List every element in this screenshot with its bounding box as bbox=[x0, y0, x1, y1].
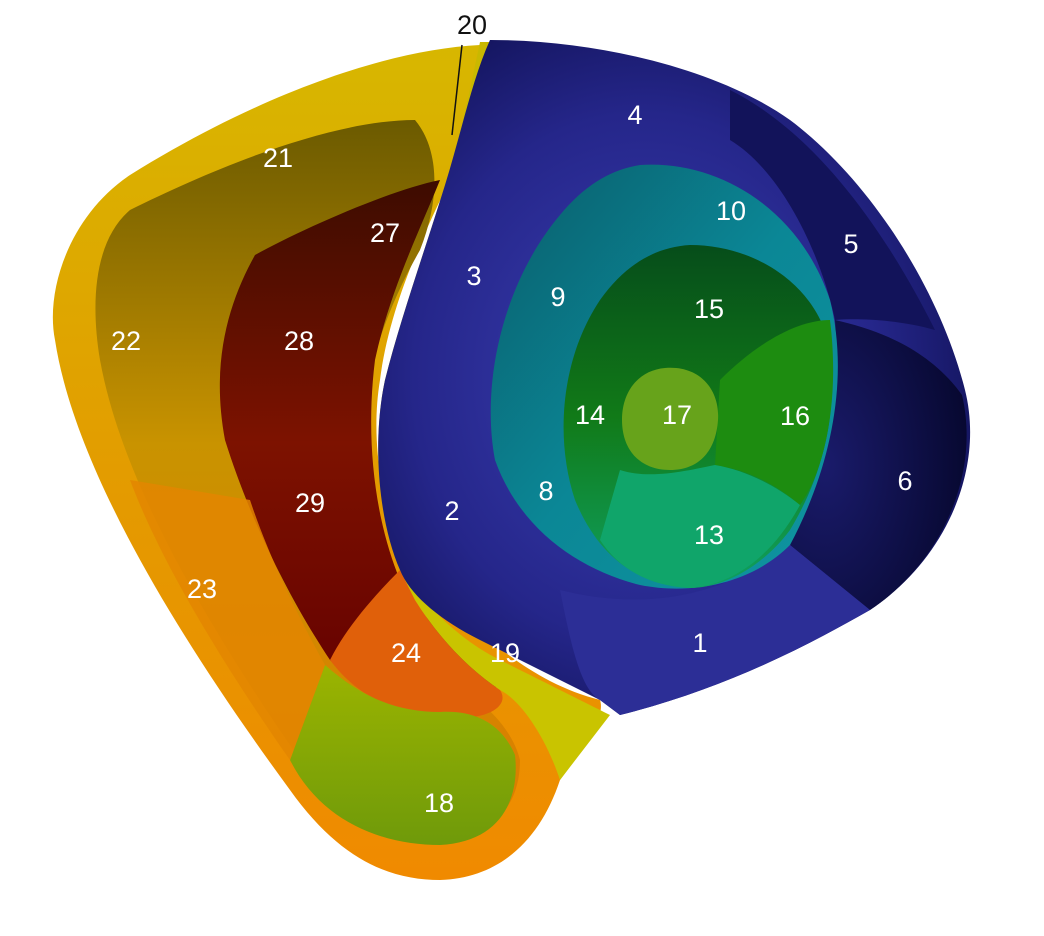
segment-label-15: 15 bbox=[694, 294, 724, 324]
segment-label-5: 5 bbox=[843, 229, 858, 259]
segment-label-20: 20 bbox=[457, 10, 487, 40]
region-1-shade bbox=[560, 545, 870, 715]
region-13-patch bbox=[600, 465, 800, 588]
segment-label-14: 14 bbox=[575, 400, 605, 430]
segment-labels: 1 2 3 4 5 6 8 9 10 13 14 15 16 17 18 19 … bbox=[111, 10, 913, 818]
segment-label-16: 16 bbox=[780, 401, 810, 431]
segment-label-29: 29 bbox=[295, 488, 325, 518]
region-19-band bbox=[400, 570, 610, 780]
region-23-patch bbox=[130, 480, 325, 760]
segment-label-13: 13 bbox=[694, 520, 724, 550]
segment-label-9: 9 bbox=[550, 282, 565, 312]
label-20-leader bbox=[451, 44, 463, 136]
segment-label-17: 17 bbox=[662, 400, 692, 430]
segment-label-4: 4 bbox=[627, 100, 642, 130]
right-chamber bbox=[378, 40, 971, 715]
segment-label-27: 27 bbox=[370, 218, 400, 248]
segment-label-6: 6 bbox=[897, 466, 912, 496]
segment-label-24: 24 bbox=[391, 638, 421, 668]
segment-label-28: 28 bbox=[284, 326, 314, 356]
segment-label-10: 10 bbox=[716, 196, 746, 226]
segment-label-19: 19 bbox=[490, 638, 520, 668]
left-chamber-dark-core bbox=[219, 180, 501, 705]
segment-label-2: 2 bbox=[444, 496, 459, 526]
segment-label-21: 21 bbox=[263, 143, 293, 173]
region-24-patch bbox=[330, 570, 503, 719]
segment-label-23: 23 bbox=[187, 574, 217, 604]
segment-label-1: 1 bbox=[692, 628, 707, 658]
segment-label-3: 3 bbox=[466, 261, 481, 291]
apex-17 bbox=[622, 367, 719, 470]
segment-label-8: 8 bbox=[538, 476, 553, 506]
region-5-shade bbox=[730, 90, 935, 330]
region-16-patch bbox=[715, 320, 834, 505]
segment-label-22: 22 bbox=[111, 326, 141, 356]
segment-label-18: 18 bbox=[424, 788, 454, 818]
region-18-patch bbox=[290, 665, 516, 845]
left-chamber bbox=[52, 45, 610, 880]
